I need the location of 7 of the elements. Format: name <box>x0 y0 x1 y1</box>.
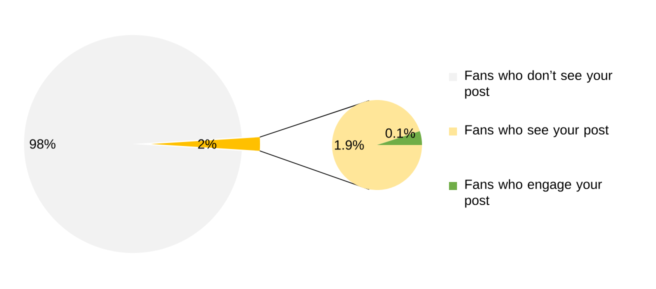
data-label: 2% <box>198 139 216 149</box>
data-label: 98% <box>30 139 56 149</box>
data-label: 0.1% <box>386 128 415 138</box>
legend-label: Fans who see your post <box>465 124 609 138</box>
legend-label: Fans who engage your post <box>465 179 602 208</box>
legend-label: Fans who don’t see your post <box>465 70 612 99</box>
data-label: 1.9% <box>334 140 364 150</box>
